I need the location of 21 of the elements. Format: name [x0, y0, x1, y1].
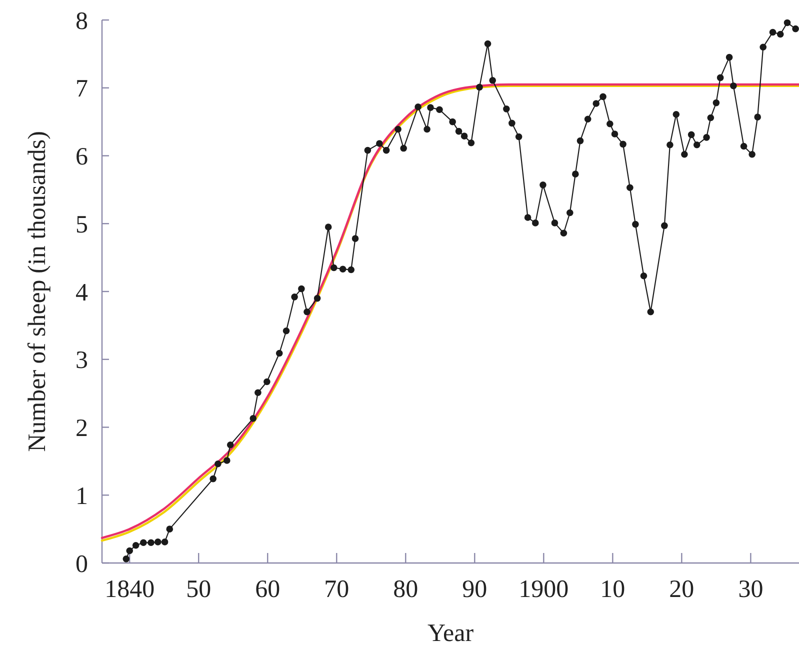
x-tick-label: 90 — [462, 576, 488, 603]
y-tick-label: 4 — [76, 279, 88, 306]
x-tick-label: 50 — [186, 576, 212, 603]
x-tick-label: 70 — [324, 576, 350, 603]
y-tick-label: 1 — [76, 482, 88, 510]
y-tick-label: 8 — [76, 8, 88, 35]
y-tick-label: 0 — [76, 550, 88, 578]
y-tick-label: 3 — [76, 347, 88, 374]
x-tick-label: 30 — [738, 576, 764, 603]
x-tick-label: 1900 — [518, 576, 569, 603]
x-tick-label: 80 — [393, 576, 418, 603]
x-tick-label: 60 — [255, 576, 280, 603]
y-tick-label: 7 — [76, 76, 88, 103]
x-axis-title: Year — [427, 620, 474, 647]
x-tick-label: 20 — [669, 576, 694, 603]
x-tick-label: 1840 — [104, 576, 155, 603]
x-tick-label: 10 — [600, 576, 626, 603]
y-axis-title: Number of sheep (in thousands) — [24, 131, 51, 452]
y-tick-label: 2 — [76, 415, 88, 442]
y-tick-label: 6 — [76, 144, 88, 170]
y-tick-label: 5 — [76, 211, 88, 238]
